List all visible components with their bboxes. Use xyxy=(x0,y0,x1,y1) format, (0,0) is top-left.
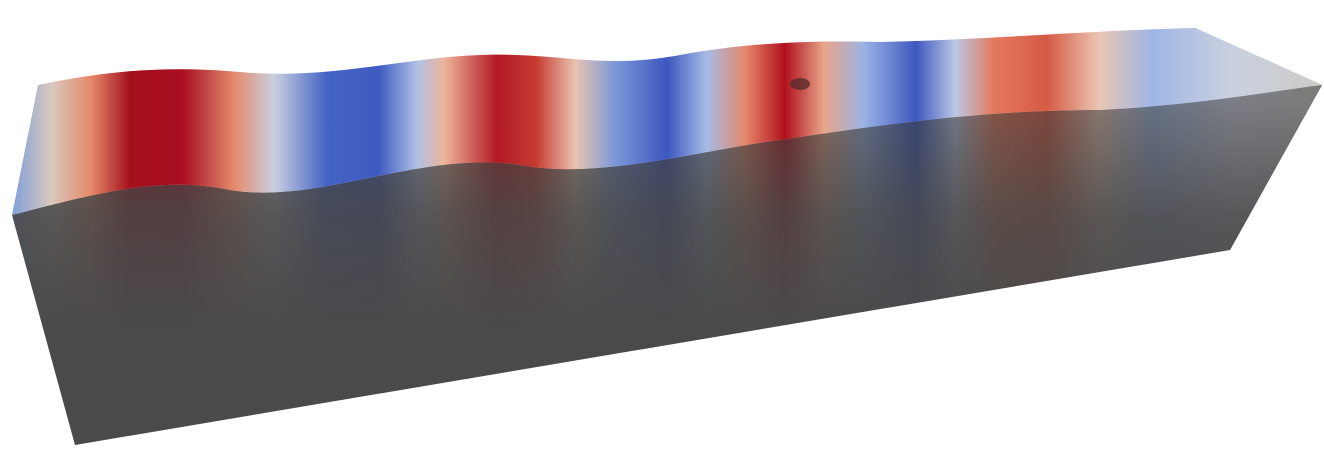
page xyxy=(0,0,1324,449)
marker xyxy=(790,78,810,90)
render-view xyxy=(0,0,1324,449)
